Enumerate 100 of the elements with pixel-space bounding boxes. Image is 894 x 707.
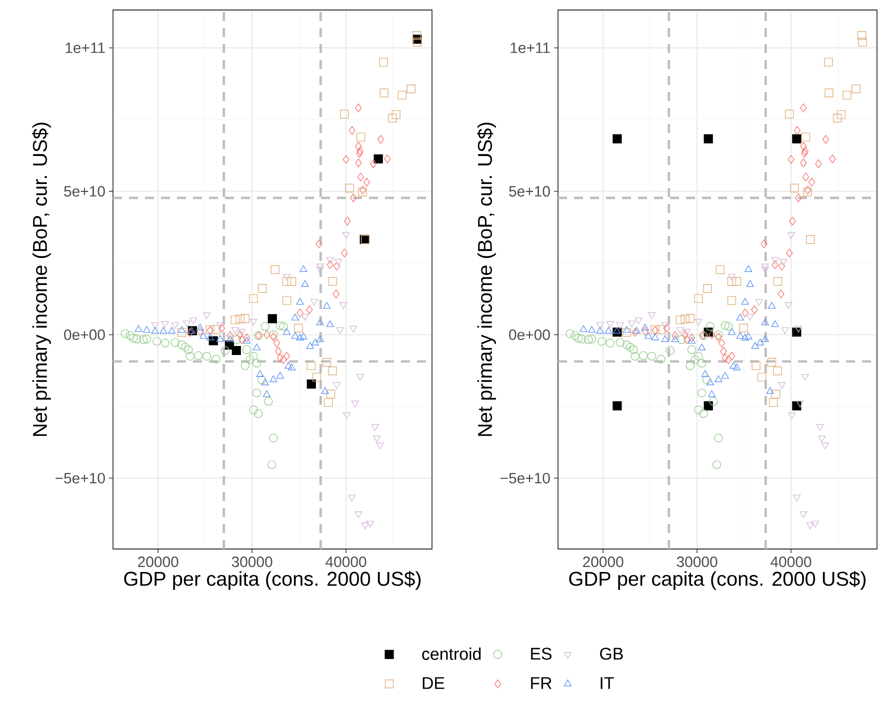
point (316, 318, 324, 326)
y-tick-label: 1e+11 (66, 42, 105, 54)
point (348, 126, 356, 135)
point (672, 331, 678, 340)
point (706, 322, 714, 331)
point (642, 326, 648, 336)
point (680, 314, 690, 324)
point (701, 370, 709, 377)
point (789, 216, 796, 226)
point (596, 326, 604, 334)
point (656, 325, 666, 334)
point (648, 312, 656, 319)
point (355, 158, 362, 168)
point (584, 335, 593, 344)
point (218, 324, 226, 332)
point (236, 330, 244, 340)
point (688, 336, 696, 344)
point (263, 330, 270, 340)
point (357, 172, 364, 182)
point (249, 406, 258, 414)
point (294, 324, 303, 332)
point (270, 332, 277, 342)
point (761, 264, 769, 271)
point (612, 401, 622, 410)
point (340, 302, 348, 309)
point (771, 390, 780, 398)
point (690, 355, 700, 364)
point (746, 314, 754, 321)
point (736, 314, 744, 320)
point (366, 520, 374, 528)
point (694, 406, 703, 414)
point (769, 398, 778, 407)
point (178, 326, 186, 333)
point (322, 358, 332, 367)
point (708, 390, 716, 398)
point (238, 335, 246, 344)
point (755, 299, 763, 306)
point (596, 322, 604, 330)
point (354, 511, 362, 518)
point (788, 412, 796, 420)
point (732, 364, 741, 370)
point (628, 320, 636, 328)
x-axis-title: GDP per capita (cons. 2000 US$) (569, 570, 866, 590)
point (702, 375, 712, 384)
point (180, 342, 190, 352)
point (126, 331, 134, 340)
point (250, 318, 258, 326)
point (778, 262, 786, 271)
x-tick-label: 40000 (326, 556, 366, 568)
point (120, 329, 130, 338)
point (833, 114, 842, 122)
point (300, 332, 308, 340)
point (231, 327, 239, 334)
point (384, 154, 391, 164)
point (647, 352, 656, 361)
point (326, 257, 334, 264)
point (683, 335, 690, 344)
point (371, 424, 379, 431)
point (287, 277, 296, 286)
point (249, 352, 258, 361)
point (686, 314, 694, 323)
point (372, 436, 381, 442)
point (661, 335, 669, 342)
point (276, 321, 284, 330)
point (216, 335, 224, 342)
point (186, 352, 194, 361)
point (656, 354, 666, 364)
point (240, 314, 250, 323)
point (182, 320, 191, 328)
x-tick-label: 30000 (676, 556, 718, 568)
point (296, 298, 304, 305)
point (795, 194, 802, 202)
point (816, 424, 824, 431)
point (275, 347, 282, 356)
point (350, 326, 358, 332)
point (641, 324, 649, 330)
point (720, 321, 730, 330)
point (677, 335, 686, 344)
point (708, 330, 716, 340)
point (348, 494, 356, 502)
point (630, 352, 640, 361)
point (306, 342, 314, 349)
point (288, 364, 296, 370)
point (242, 336, 251, 344)
point (134, 325, 142, 332)
point (676, 327, 684, 334)
point (784, 302, 792, 309)
point (177, 340, 186, 350)
point (811, 520, 819, 528)
point (374, 154, 383, 164)
point (363, 178, 370, 186)
y-tick-label: 5e+10 (509, 186, 550, 197)
point (842, 90, 852, 100)
point (151, 326, 159, 334)
point (230, 315, 240, 324)
point (821, 442, 829, 450)
point (714, 330, 723, 340)
point (739, 324, 748, 332)
point (282, 328, 291, 335)
point (334, 258, 342, 266)
